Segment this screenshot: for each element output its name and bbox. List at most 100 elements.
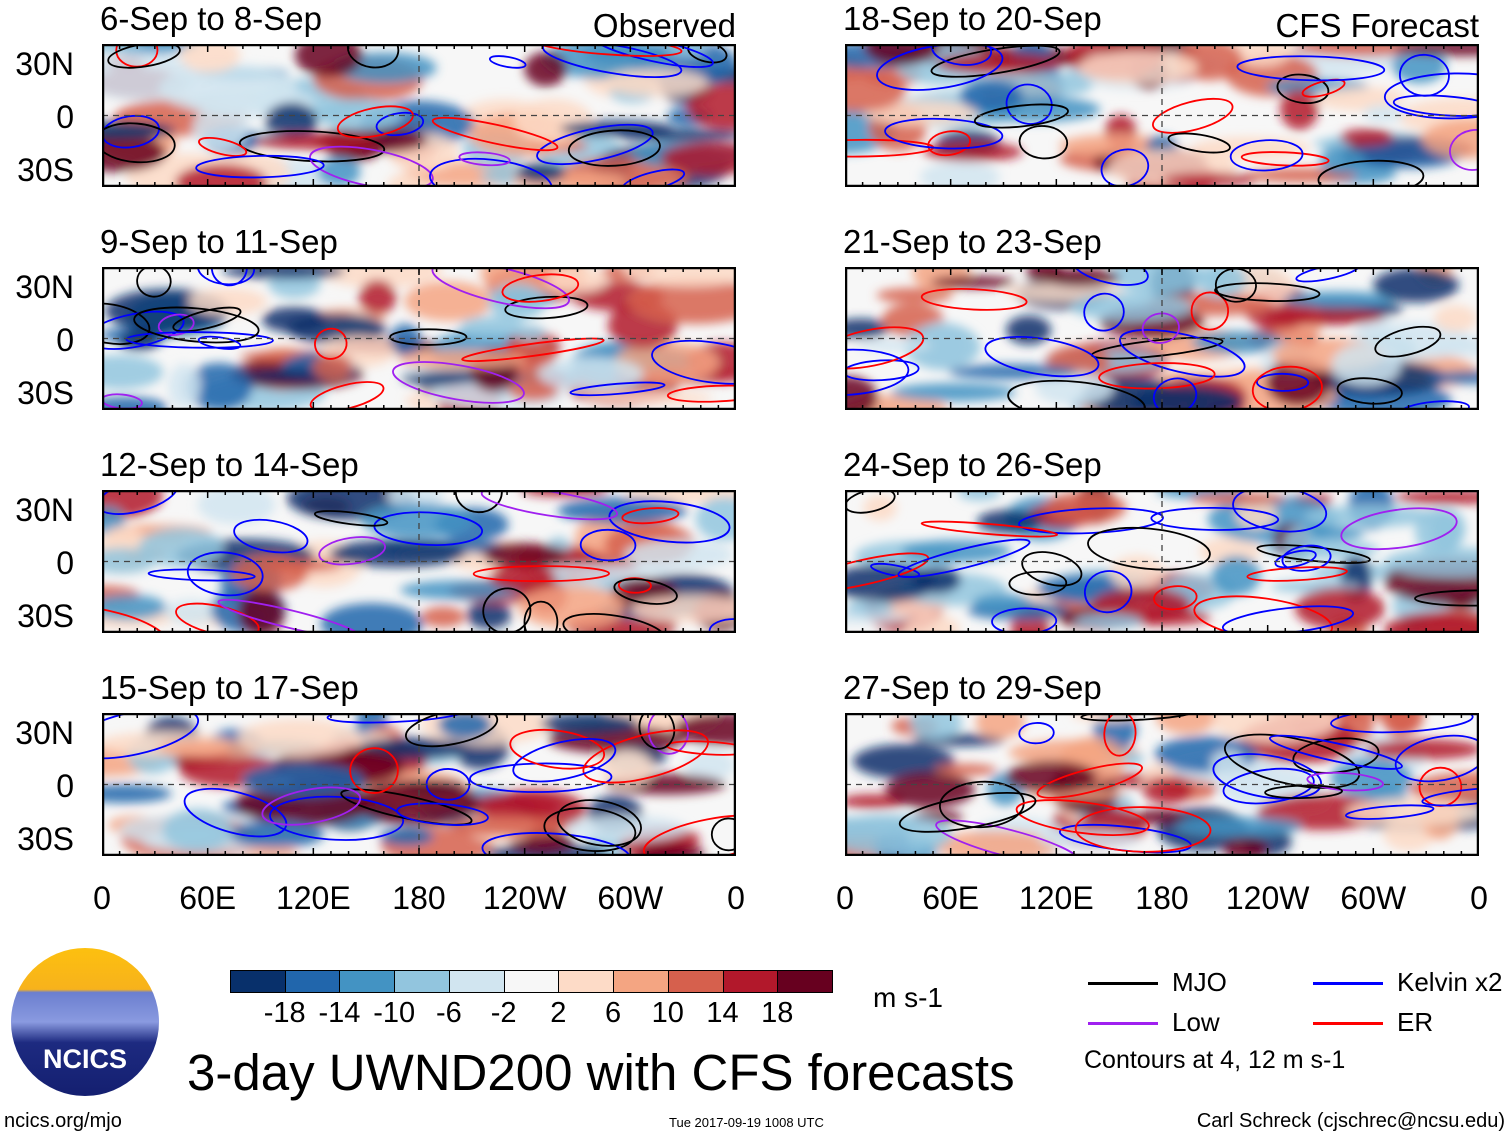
- wave-contour: [613, 578, 678, 605]
- wind-anomaly-blob: [1191, 331, 1282, 354]
- wind-anomaly-blob: [630, 595, 758, 623]
- x-tick-label: 0: [1470, 880, 1488, 916]
- map-panel: [41, 29, 784, 207]
- wind-anomaly-blob: [1162, 172, 1258, 187]
- y-tick-label: 30S: [17, 152, 74, 188]
- wind-anomaly-blob: [1035, 370, 1114, 406]
- x-tick-label: 120E: [275, 880, 351, 916]
- legend-line: [1088, 1022, 1158, 1025]
- wave-contour: [261, 786, 362, 826]
- wind-anomaly-blob: [312, 353, 353, 381]
- wave-contour: [543, 807, 637, 852]
- wind-anomaly-blob: [1394, 490, 1503, 505]
- wind-anomaly-blob: [1043, 491, 1127, 524]
- wave-contour: [313, 510, 389, 527]
- wind-anomaly-blob: [600, 748, 653, 787]
- colorbar-label: -6: [436, 997, 462, 1029]
- x-tick-label: 120W: [1225, 880, 1310, 916]
- wave-contour: [318, 536, 386, 566]
- wind-anomaly-blob: [1331, 343, 1402, 387]
- wave-contour: [147, 568, 256, 582]
- wave-contour: [1141, 312, 1180, 344]
- wave-contour: [233, 518, 309, 554]
- wave-contour: [1018, 507, 1164, 535]
- wind-anomaly-blob: [168, 363, 201, 409]
- wave-contour: [1374, 325, 1442, 358]
- wave-contour: [172, 306, 242, 333]
- x-tick-label: 0: [727, 880, 745, 916]
- wind-anomaly-blob: [582, 390, 714, 405]
- wave-contour: [1268, 734, 1403, 770]
- legend-label: MJO: [1172, 967, 1227, 997]
- wind-anomaly-blob: [885, 771, 975, 808]
- panel-title: 21-Sep to 23-Sep: [843, 223, 1102, 260]
- wave-contour: [870, 562, 921, 578]
- panel-tag: CFS Forecast: [1275, 7, 1479, 44]
- wind-anomaly-blob: [1246, 167, 1356, 183]
- wave-contour: [1236, 55, 1386, 82]
- wind-anomaly-blob: [1191, 136, 1310, 160]
- wind-anomaly-blob: [627, 278, 764, 324]
- wind-anomaly-blob: [1073, 613, 1143, 630]
- wind-anomaly-blob: [546, 266, 608, 293]
- wind-anomaly-blob: [891, 382, 1017, 402]
- wind-anomaly-blob: [567, 815, 687, 842]
- wave-contour: [556, 799, 642, 847]
- colorbar-swatch: [339, 970, 396, 993]
- wave-contour: [608, 500, 731, 544]
- wave-contour: [396, 802, 489, 826]
- wind-anomaly-blob: [923, 142, 1023, 162]
- wave-contour: [617, 577, 652, 594]
- y-tick-label: 30S: [17, 598, 74, 634]
- map-panel: [46, 698, 779, 875]
- wave-contour: [197, 335, 242, 350]
- y-tick-label: 30S: [17, 821, 74, 857]
- wind-anomaly-blob: [358, 279, 397, 315]
- units-label: m s-1: [873, 982, 943, 1013]
- wind-anomaly-blob: [936, 53, 1061, 75]
- wave-contour: [1036, 762, 1143, 799]
- wave-contour: [1083, 292, 1125, 332]
- panel-title: 9-Sep to 11-Sep: [100, 223, 338, 260]
- colorbar-label: 6: [605, 997, 622, 1029]
- wave-contour: [1152, 97, 1234, 134]
- wave-contour: [1306, 771, 1384, 792]
- wave-contour: [1008, 570, 1068, 596]
- wave-contour: [1276, 73, 1330, 104]
- wind-anomaly-blob: [450, 816, 567, 837]
- wave-contour: [1383, 72, 1510, 120]
- legend-label: Low: [1172, 1007, 1220, 1037]
- y-tick-label: 30N: [15, 269, 74, 305]
- wind-anomaly-blob: [438, 710, 492, 739]
- wave-contour: [1246, 566, 1348, 582]
- wave-contour: [582, 729, 709, 784]
- wave-contour: [1083, 570, 1133, 614]
- wind-anomaly-blob: [852, 744, 955, 779]
- wave-contour: [1414, 589, 1510, 607]
- wind-anomaly-blob: [90, 594, 167, 620]
- wind-anomaly-blob: [463, 793, 561, 819]
- wind-anomaly-blob: [164, 599, 219, 625]
- colorbar-label: -14: [318, 997, 361, 1029]
- colorbar-label: 2: [550, 997, 567, 1029]
- map-panel: [43, 470, 764, 652]
- wind-anomaly-blob: [1340, 128, 1394, 147]
- wind-anomaly-blob: [972, 593, 1033, 614]
- wind-anomaly-blob: [1372, 267, 1459, 303]
- wave-contour: [1074, 806, 1212, 853]
- footer-url[interactable]: ncics.org/mjo: [4, 1110, 122, 1132]
- ncics-logo: NCICS: [11, 948, 159, 1096]
- colorbar-swatch: [394, 970, 450, 993]
- colorbar-swatch: [777, 970, 833, 993]
- wind-anomaly-blob: [515, 325, 546, 342]
- wind-anomaly-blob: [517, 585, 626, 629]
- wind-anomaly-blob: [197, 484, 276, 525]
- colorbar-swatch: [503, 970, 560, 993]
- wave-contour: [340, 788, 473, 826]
- y-tick-label: 0: [56, 322, 74, 358]
- map-panel: [784, 25, 1510, 203]
- wave-contour: [1087, 526, 1211, 571]
- wind-anomaly-blob: [138, 527, 224, 567]
- wave-contour: [567, 129, 661, 167]
